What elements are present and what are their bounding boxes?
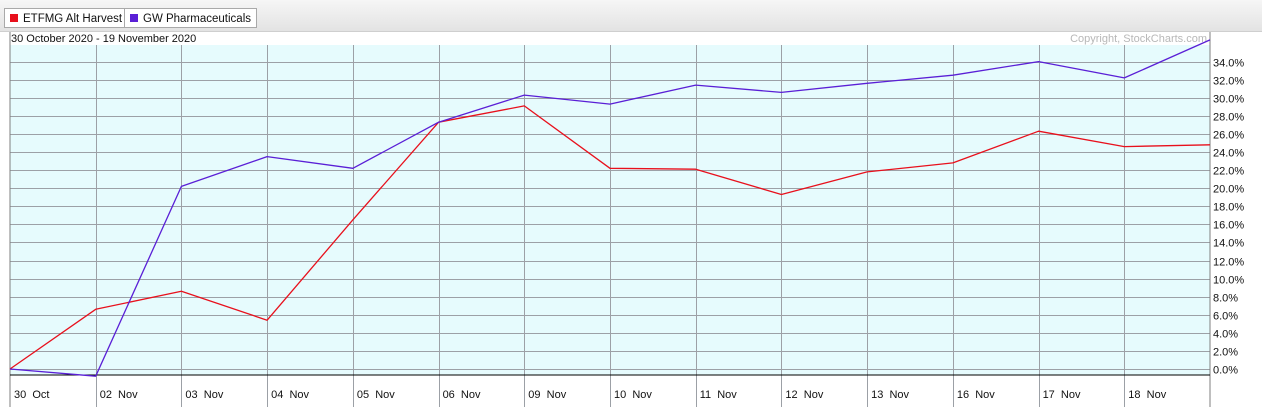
x-tick-label: 13 Nov (871, 389, 909, 401)
y-tick-label: 26.0% (1213, 130, 1244, 142)
y-tick-label: 32.0% (1213, 76, 1244, 88)
vertical-gridlines (96, 45, 1125, 407)
y-tick-label: 22.0% (1213, 166, 1244, 178)
y-tick-label: 24.0% (1213, 148, 1244, 160)
x-tick-label: 18 Nov (1128, 389, 1166, 401)
y-tick-label: 28.0% (1213, 112, 1244, 124)
x-tick-label: 12 Nov (785, 389, 823, 401)
series-line-gwph (9, 39, 1211, 377)
copyright-text: Copyright, StockCharts.com (1070, 33, 1207, 45)
y-axis-tick-labels: 0.0% 2.0% 4.0% 6.0% 8.0% 10.0% 12.0% 14.0% 16.0%… (1213, 58, 1244, 377)
chart-date-range: 30 October 2020 - 19 November 2020 (11, 33, 196, 45)
y-tick-label: 30.0% (1213, 94, 1244, 106)
y-tick-label: 8.0% (1213, 293, 1238, 305)
y-tick-label: 12.0% (1213, 257, 1244, 269)
x-tick-label: 05 Nov (357, 389, 395, 401)
y-tick-label: 4.0% (1213, 329, 1238, 341)
series-lines (9, 39, 1211, 377)
x-tick-label: 04 Nov (271, 389, 309, 401)
x-tick-label: 03 Nov (185, 389, 223, 401)
legend-swatch-etfmg (10, 14, 18, 22)
x-tick-label: 10 Nov (614, 389, 652, 401)
x-tick-label: 06 Nov (443, 389, 481, 401)
legend-label-gwph: GW Pharmaceuticals (143, 13, 252, 25)
x-tick-label: 11 Nov (700, 389, 738, 401)
legend-bar: ETFMG Alt Harvest GW Pharmaceuticals (0, 0, 1262, 32)
x-tick-label: 17 Nov (1043, 389, 1081, 401)
y-tick-label: 18.0% (1213, 202, 1244, 214)
y-tick-label: 34.0% (1213, 58, 1244, 70)
x-tick-label: 16 Nov (957, 389, 995, 401)
y-tick-label: 16.0% (1213, 220, 1244, 232)
y-tick-label: 14.0% (1213, 238, 1244, 250)
y-tick-label: 10.0% (1213, 275, 1244, 287)
x-tick-label: 09 Nov (528, 389, 566, 401)
legend-label-etfmg: ETFMG Alt Harvest (23, 13, 123, 25)
y-tick-label: 6.0% (1213, 311, 1238, 323)
legend-item-gwph[interactable]: GW Pharmaceuticals (124, 8, 258, 28)
horizontal-gridlines (10, 62, 1210, 370)
x-tick-label: 02 Nov (100, 389, 138, 401)
series-line-etfmg (9, 105, 1211, 370)
x-axis-tick-labels: 30 Oct 02 Nov 03 Nov 04 Nov 05 Nov 06 Nov 09 N… (14, 389, 1167, 401)
x-tick-label: 30 Oct (14, 389, 49, 401)
legend-swatch-gwph (130, 14, 138, 22)
y-tick-label: 20.0% (1213, 184, 1244, 196)
y-tick-label: 2.0% (1213, 347, 1238, 359)
y-tick-label: 0.0% (1213, 365, 1238, 377)
